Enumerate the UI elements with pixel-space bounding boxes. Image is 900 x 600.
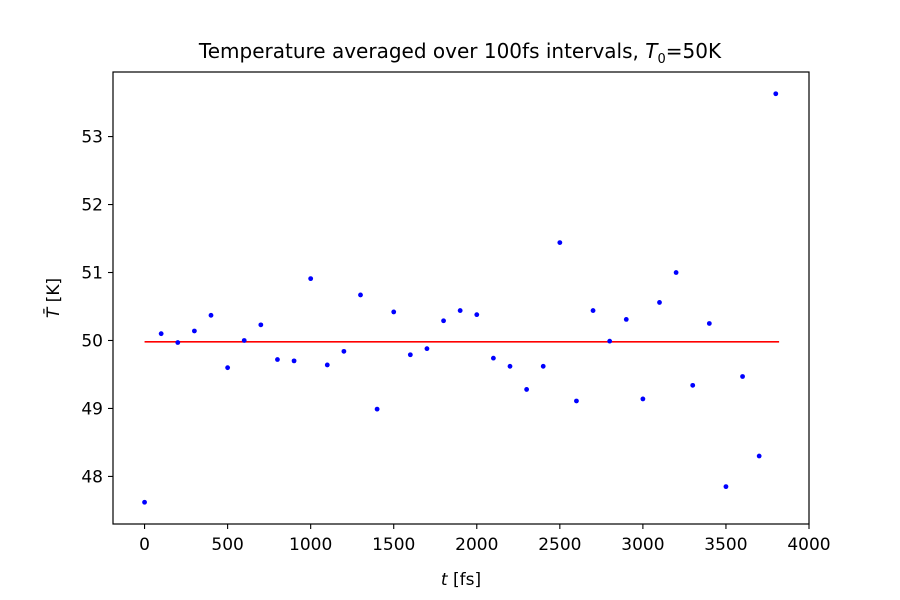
plot-frame (113, 72, 809, 524)
data-point (341, 349, 346, 354)
data-point (375, 407, 380, 412)
data-point (325, 363, 330, 368)
y-tick-label: 48 (81, 467, 103, 487)
plot-area: 0 500 1000 1500 2000 2500 3000 3500 4000 48 49 50 51… (81, 72, 830, 555)
data-point (591, 308, 596, 313)
data-point (142, 500, 147, 505)
x-tick-label: 1000 (289, 535, 332, 555)
y-tick-label: 50 (81, 331, 103, 351)
data-point (690, 383, 695, 388)
data-point (607, 339, 612, 344)
x-tick-label: 3500 (704, 535, 747, 555)
x-tick-label: 500 (211, 535, 243, 555)
y-tick-label: 49 (81, 399, 103, 419)
data-point (740, 374, 745, 379)
data-point (657, 300, 662, 305)
x-tick-label: 1500 (372, 535, 415, 555)
x-tick-label: 3000 (621, 535, 664, 555)
y-tick-label: 51 (81, 264, 103, 284)
y-tick-label: 52 (81, 196, 103, 216)
data-point (541, 364, 546, 369)
data-point (408, 352, 413, 357)
data-point (474, 312, 479, 317)
data-point (574, 399, 579, 404)
x-tick-label: 4000 (787, 535, 830, 555)
data-point (391, 310, 396, 315)
data-point (674, 270, 679, 275)
x-axis-label: t [fs] (441, 570, 481, 590)
data-point (175, 340, 180, 345)
y-axis-label: T̄ [K] (42, 278, 64, 318)
y-tick-label: 53 (81, 128, 103, 148)
data-point (425, 346, 430, 351)
data-point (192, 329, 197, 334)
data-point (275, 357, 280, 362)
data-point (773, 91, 778, 96)
data-point (358, 293, 363, 298)
x-tick-label: 2500 (538, 535, 581, 555)
data-point (707, 321, 712, 326)
data-point (508, 364, 513, 369)
data-point (209, 313, 214, 318)
data-point (308, 276, 313, 281)
data-point (258, 322, 263, 327)
data-point (724, 484, 729, 489)
data-point (524, 387, 529, 392)
data-point (757, 454, 762, 459)
data-point (640, 397, 645, 402)
chart-title: Temperature averaged over 100fs interval… (198, 39, 722, 67)
data-point (557, 240, 562, 245)
data-point (292, 358, 297, 363)
data-point (159, 331, 164, 336)
data-point (458, 308, 463, 313)
data-point (624, 317, 629, 322)
x-tick-label: 2000 (455, 535, 498, 555)
data-point (242, 338, 247, 343)
data-point (491, 356, 496, 361)
data-point (225, 365, 230, 370)
data-point (441, 318, 446, 323)
x-tick-label: 0 (139, 535, 150, 555)
